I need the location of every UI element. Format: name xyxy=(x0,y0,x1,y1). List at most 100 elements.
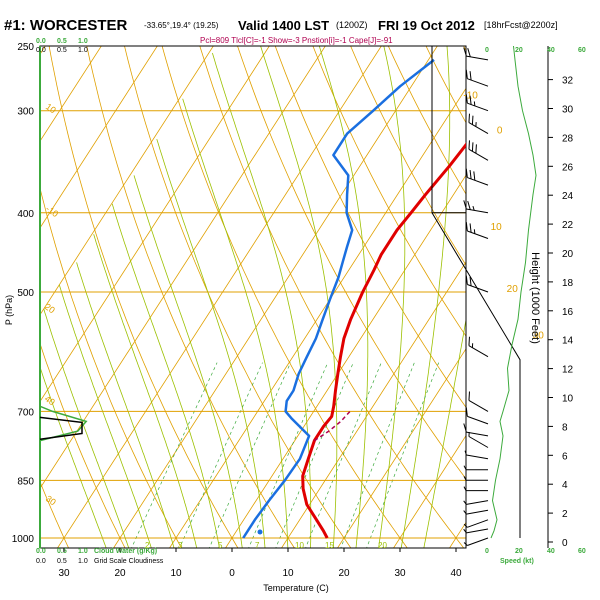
cloud-scale-bottom-2: 1.0 xyxy=(78,548,88,555)
mixing-ratio-line xyxy=(366,362,440,548)
pressure-tick-label: 400 xyxy=(17,209,34,220)
wind-barb xyxy=(465,407,489,425)
moist-adiabat-line xyxy=(400,46,451,548)
mixing-ratio-label: 10 xyxy=(295,541,304,550)
height-tick-label: 22 xyxy=(562,220,574,231)
parcel-info: Pcl=809 Tlcl[C]=-1 Show=-3 Pnstion[i]=-1… xyxy=(200,36,393,45)
dry-adiabat-label: 20 xyxy=(43,301,57,315)
temperature-tick-label: 30 xyxy=(394,568,406,579)
speed-scale-bottom-0: 0 xyxy=(485,548,489,555)
height-tick-label: 14 xyxy=(562,336,574,347)
wind-barb xyxy=(468,391,489,412)
pressure-tick-label: 500 xyxy=(17,288,34,299)
parcel-profile xyxy=(313,410,351,442)
speed-scale-top-0: 0 xyxy=(485,47,489,54)
height-tick-label: 24 xyxy=(562,191,574,202)
moist-adiabat-line xyxy=(260,46,338,548)
header-date: FRI 19 Oct 2012 xyxy=(378,18,475,33)
wind-barb xyxy=(463,486,488,492)
dry-adiabat-line xyxy=(0,32,15,556)
speed-scale-top-2: 40 xyxy=(547,47,555,54)
cloud-scale-top-inner-1: 0.5 xyxy=(57,47,67,54)
wind-barb xyxy=(465,275,489,293)
height-tick-label: 6 xyxy=(562,451,568,462)
wind-barb xyxy=(463,528,489,534)
header-station: #1: WORCESTER xyxy=(4,17,128,34)
wind-barb xyxy=(468,140,489,161)
isotherm-line xyxy=(40,46,270,403)
mixing-ratio-line xyxy=(248,362,329,548)
cloud-scale-bottom-inner-2: 1.0 xyxy=(78,558,88,565)
temperature-tick-label: 40 xyxy=(450,568,462,579)
height-axis-label: Height (1000 Feet) xyxy=(529,252,541,344)
wind-barb xyxy=(463,500,489,505)
height-tick-label: 16 xyxy=(562,307,574,318)
dry-adiabat-line xyxy=(124,46,352,548)
wind-panel-edge xyxy=(431,212,521,538)
temperature-tick-label: 20 xyxy=(114,568,126,579)
dry-adiabat-line xyxy=(40,342,126,548)
isotherm-label: 10 xyxy=(491,222,503,233)
dry-adiabat-line xyxy=(48,46,239,548)
mixing-ratio-label: 3 xyxy=(178,541,183,550)
speed-label: Speed (kt) xyxy=(500,558,534,565)
pressure-tick-label: 250 xyxy=(17,42,34,53)
isotherm-line xyxy=(393,434,466,548)
height-tick-label: 26 xyxy=(562,162,574,173)
speed-scale-bottom-1: 20 xyxy=(515,548,523,555)
wind-barb xyxy=(465,94,489,112)
isotherm-label: 0 xyxy=(497,126,503,137)
mixing-ratio-line xyxy=(275,362,354,548)
dry-adiabat-line xyxy=(161,46,408,548)
cloud-scale-top-2: 1.0 xyxy=(78,38,88,45)
dry-adiabat-line xyxy=(387,46,466,195)
moist-adiabat-line xyxy=(40,365,107,548)
dry-adiabat-label: 30 xyxy=(44,493,58,507)
isotherm-line xyxy=(281,261,466,548)
dry-adiabat-label: -10 xyxy=(44,203,60,219)
cloud-scale-bottom-inner-0: 0.0 xyxy=(36,558,46,565)
cloud-water-profile xyxy=(39,46,88,549)
height-tick-label: 2 xyxy=(562,509,568,520)
speed-scale-top-1: 20 xyxy=(515,47,523,54)
wind-barb xyxy=(463,200,489,214)
moist-adiabat-line xyxy=(318,46,369,548)
temperature-tick-label: 0 xyxy=(229,568,235,579)
isotherm-line xyxy=(225,174,466,548)
axes-layer: #1: WORCESTER -33.65°,19.4° (19.25) Vali… xyxy=(4,17,586,593)
mixing-ratio-line xyxy=(340,362,415,548)
wind-barb xyxy=(468,113,489,135)
mixing-ratio-line xyxy=(131,362,218,548)
header-utc: (1200Z) xyxy=(336,20,368,30)
wind-barb xyxy=(463,519,489,528)
grid-cloudiness-label: Grid Scale Cloudiness xyxy=(94,558,164,565)
mixing-ratio-label: 5 xyxy=(218,541,223,550)
moist-adiabat-line xyxy=(212,52,312,548)
mixing-ratio-line xyxy=(305,362,382,548)
mixing-ratio-label: 2 xyxy=(145,541,150,550)
temperature-tick-label: 10 xyxy=(282,568,294,579)
header-forecast: [18hrFcst@2200z] xyxy=(484,20,558,30)
isotherm-line xyxy=(57,46,382,548)
plot-frame xyxy=(39,45,467,549)
temperature-tick-label: 30 xyxy=(58,568,70,579)
isotherm-line xyxy=(113,46,438,548)
y-axis-label: P (hPa) xyxy=(4,295,14,325)
surface-dewpoint-marker xyxy=(257,529,263,535)
isotherm-line xyxy=(169,87,466,548)
dry-adiabat-line xyxy=(274,46,466,408)
mixing-ratio-label: 7 xyxy=(255,541,260,550)
tropopause-box xyxy=(431,45,466,214)
header-valid: Valid 1400 LST xyxy=(238,18,329,33)
wind-barb xyxy=(468,336,489,358)
cloud-scale-bottom-1: 0.5 xyxy=(57,548,67,555)
grid-cloudiness-profile xyxy=(39,416,83,440)
pressure-tick-label: 850 xyxy=(17,476,34,487)
dry-adiabat-line xyxy=(199,46,465,548)
isotherm-line xyxy=(40,46,326,490)
dry-adiabat-line xyxy=(312,46,466,337)
mixing-ratio-label: 15 xyxy=(325,541,334,550)
cloud-scale-top-1: 0.5 xyxy=(57,38,67,45)
temperature-tick-label: 10 xyxy=(170,568,182,579)
